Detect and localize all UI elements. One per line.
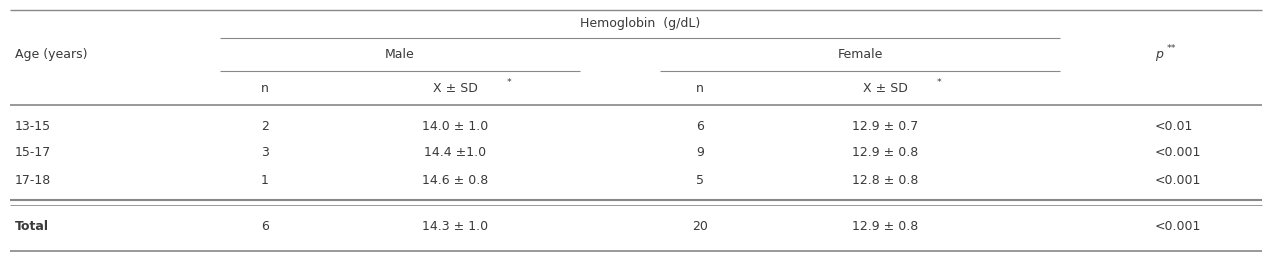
Text: Total: Total [15, 219, 50, 233]
Text: 1: 1 [261, 174, 268, 186]
Text: X ± SD: X ± SD [432, 82, 477, 94]
Text: 2: 2 [261, 120, 268, 132]
Text: n: n [696, 82, 703, 94]
Text: 12.9 ± 0.8: 12.9 ± 0.8 [852, 147, 918, 159]
Text: **: ** [1166, 44, 1177, 54]
Text: X ± SD: X ± SD [862, 82, 907, 94]
Text: 14.0 ± 1.0: 14.0 ± 1.0 [422, 120, 488, 132]
Text: Male: Male [385, 49, 415, 61]
Text: <0.001: <0.001 [1155, 147, 1201, 159]
Text: 12.8 ± 0.8: 12.8 ± 0.8 [852, 174, 918, 186]
Text: 12.9 ± 0.8: 12.9 ± 0.8 [852, 219, 918, 233]
Text: <0.001: <0.001 [1155, 174, 1201, 186]
Text: 14.4 ±1.0: 14.4 ±1.0 [424, 147, 486, 159]
Text: <0.001: <0.001 [1155, 219, 1201, 233]
Text: 15-17: 15-17 [15, 147, 51, 159]
Text: 14.6 ± 0.8: 14.6 ± 0.8 [422, 174, 488, 186]
Text: 12.9 ± 0.7: 12.9 ± 0.7 [852, 120, 918, 132]
Text: *: * [937, 78, 941, 87]
Text: 13-15: 13-15 [15, 120, 51, 132]
Text: <0.01: <0.01 [1155, 120, 1193, 132]
Text: 17-18: 17-18 [15, 174, 51, 186]
Text: 6: 6 [261, 219, 268, 233]
Text: Hemoglobin  (g/dL): Hemoglobin (g/dL) [580, 16, 700, 29]
Text: 20: 20 [692, 219, 709, 233]
Text: p: p [1155, 49, 1163, 61]
Text: *: * [508, 78, 511, 87]
Text: 9: 9 [696, 147, 703, 159]
Text: 14.3 ± 1.0: 14.3 ± 1.0 [422, 219, 488, 233]
Text: 3: 3 [261, 147, 268, 159]
Text: 6: 6 [696, 120, 703, 132]
Text: n: n [261, 82, 268, 94]
Text: Female: Female [837, 49, 883, 61]
Text: 5: 5 [696, 174, 703, 186]
Text: Age (years): Age (years) [15, 49, 88, 61]
